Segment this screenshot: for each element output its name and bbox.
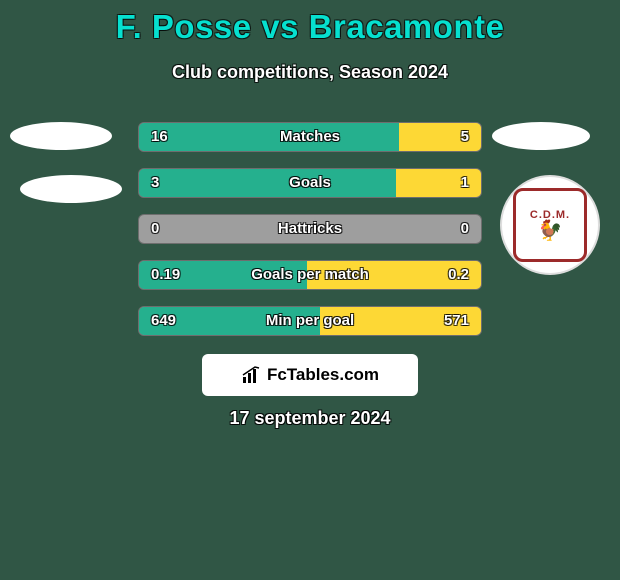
- rooster-icon: 🐓: [538, 221, 563, 241]
- page-title: F. Posse vs Bracamonte: [0, 8, 620, 46]
- subtitle: Club competitions, Season 2024: [0, 62, 620, 83]
- date-label: 17 september 2024: [0, 408, 620, 429]
- stat-row: 165Matches: [138, 122, 482, 152]
- right-team-crest: C.D.M. 🐓: [500, 175, 600, 275]
- right-team-shape: [492, 122, 590, 150]
- stat-label: Goals per match: [139, 261, 481, 290]
- left-team-shape-1: [10, 122, 112, 150]
- stat-row: 00Hattricks: [138, 214, 482, 244]
- attribution-text: FcTables.com: [267, 365, 379, 385]
- crest-inner: C.D.M. 🐓: [513, 188, 586, 261]
- stat-row: 0.190.2Goals per match: [138, 260, 482, 290]
- left-team-shape-2: [20, 175, 122, 203]
- stat-row: 31Goals: [138, 168, 482, 198]
- attribution-badge[interactable]: FcTables.com: [202, 354, 418, 396]
- bar-chart-icon: [241, 365, 261, 385]
- stat-row: 649571Min per goal: [138, 306, 482, 336]
- comparison-infographic: F. Posse vs Bracamonte Club competitions…: [0, 0, 620, 580]
- stat-label: Min per goal: [139, 307, 481, 336]
- stat-label: Hattricks: [139, 215, 481, 244]
- stat-label: Matches: [139, 123, 481, 152]
- stat-label: Goals: [139, 169, 481, 198]
